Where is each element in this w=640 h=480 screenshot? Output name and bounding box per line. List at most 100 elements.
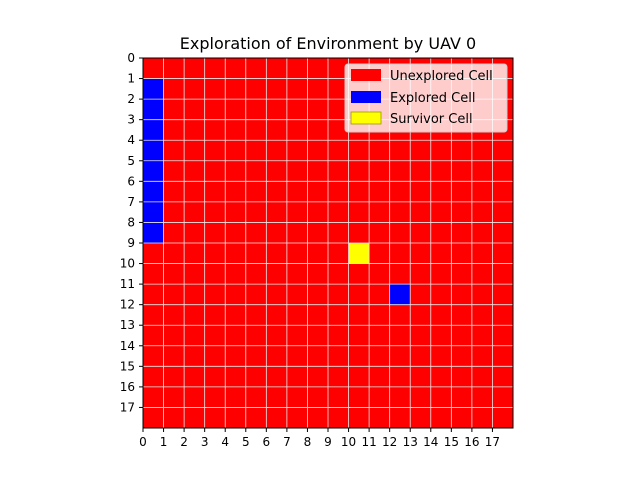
- cell-unexplored-14-17: [430, 407, 452, 429]
- cell-unexplored-11-16: [369, 386, 391, 408]
- x-tick-label: 10: [341, 435, 356, 449]
- cell-unexplored-11-13: [369, 325, 391, 347]
- cell-unexplored-3-4: [204, 140, 226, 162]
- cell-unexplored-2-10: [184, 263, 206, 285]
- cell-unexplored-1-16: [163, 386, 185, 408]
- cell-unexplored-16-14: [471, 345, 493, 367]
- cell-unexplored-11-8: [369, 222, 391, 244]
- x-tick-label: 6: [263, 435, 271, 449]
- x-tick-label: 4: [221, 435, 229, 449]
- cell-unexplored-3-6: [204, 181, 226, 203]
- cell-unexplored-1-4: [163, 140, 185, 162]
- cell-explored-0-5: [143, 160, 164, 182]
- cell-unexplored-6-5: [266, 160, 288, 182]
- y-tick-label: 16: [120, 380, 135, 394]
- cell-unexplored-17-14: [492, 345, 514, 367]
- cell-unexplored-0-10: [143, 263, 164, 285]
- cell-unexplored-10-7: [348, 201, 370, 223]
- cell-unexplored-4-0: [225, 58, 247, 79]
- x-tick-label: 0: [139, 435, 147, 449]
- cell-unexplored-4-2: [225, 99, 247, 121]
- x-axis-ticks: 0 1 2 3 4 5 6 7 8 9 10 11 12 13 14 15 16 17: [139, 428, 500, 449]
- x-tick-label: 16: [464, 435, 479, 449]
- cell-unexplored-3-3: [204, 119, 226, 141]
- cell-unexplored-13-8: [410, 222, 432, 244]
- cell-unexplored-1-7: [163, 201, 185, 223]
- cell-unexplored-5-5: [245, 160, 267, 182]
- cell-unexplored-15-15: [451, 366, 473, 388]
- cell-unexplored-17-8: [492, 222, 514, 244]
- cell-unexplored-3-5: [204, 160, 226, 182]
- x-tick-label: 14: [423, 435, 438, 449]
- cell-unexplored-8-5: [307, 160, 329, 182]
- cell-unexplored-6-7: [266, 201, 288, 223]
- cell-unexplored-3-9: [204, 243, 226, 264]
- cell-unexplored-15-11: [451, 284, 473, 306]
- cell-unexplored-10-11: [348, 284, 370, 306]
- cell-unexplored-6-0: [266, 58, 288, 79]
- cell-unexplored-4-3: [225, 119, 247, 141]
- cell-unexplored-17-9: [492, 243, 514, 264]
- cell-unexplored-8-0: [307, 58, 329, 79]
- cell-explored-0-1: [143, 78, 164, 100]
- cell-unexplored-6-6: [266, 181, 288, 203]
- cell-unexplored-5-9: [245, 243, 267, 264]
- cell-unexplored-6-1: [266, 78, 288, 100]
- cell-unexplored-11-15: [369, 366, 391, 388]
- legend-label-unexplored: Unexplored Cell: [390, 69, 493, 84]
- cell-unexplored-4-16: [225, 386, 247, 408]
- cell-unexplored-17-7: [492, 201, 514, 223]
- cell-unexplored-4-10: [225, 263, 247, 285]
- cell-unexplored-14-6: [430, 181, 452, 203]
- cell-unexplored-14-11: [430, 284, 452, 306]
- cell-unexplored-3-14: [204, 345, 226, 367]
- cell-unexplored-13-9: [410, 243, 432, 264]
- cell-unexplored-6-4: [266, 140, 288, 162]
- cell-unexplored-17-17: [492, 407, 514, 429]
- cell-unexplored-11-14: [369, 345, 391, 367]
- cell-unexplored-5-6: [245, 181, 267, 203]
- cell-unexplored-10-5: [348, 160, 370, 182]
- cell-unexplored-0-14: [143, 345, 164, 367]
- y-tick-label: 6: [127, 174, 135, 188]
- cell-unexplored-15-8: [451, 222, 473, 244]
- cell-unexplored-8-10: [307, 263, 329, 285]
- cell-unexplored-13-12: [410, 304, 432, 326]
- cell-unexplored-1-0: [163, 58, 185, 79]
- cell-unexplored-4-14: [225, 345, 247, 367]
- cell-unexplored-13-14: [410, 345, 432, 367]
- y-tick-label: 13: [120, 318, 135, 332]
- cell-unexplored-7-7: [286, 201, 308, 223]
- cell-unexplored-9-10: [328, 263, 349, 285]
- cell-unexplored-13-7: [410, 201, 432, 223]
- cell-unexplored-1-2: [163, 99, 185, 121]
- cell-unexplored-16-6: [471, 181, 493, 203]
- legend-label-survivor: Survivor Cell: [390, 112, 473, 127]
- cell-unexplored-7-17: [286, 407, 308, 429]
- cell-unexplored-4-4: [225, 140, 247, 162]
- cell-unexplored-11-17: [369, 407, 391, 429]
- cell-unexplored-12-6: [389, 181, 411, 203]
- y-tick-label: 1: [127, 72, 135, 86]
- y-tick-label: 8: [127, 215, 135, 229]
- cell-unexplored-16-5: [471, 160, 493, 182]
- cell-unexplored-3-8: [204, 222, 226, 244]
- cell-unexplored-12-16: [389, 386, 411, 408]
- cell-unexplored-4-6: [225, 181, 247, 203]
- cell-explored-12-11: [389, 284, 411, 306]
- cell-unexplored-3-1: [204, 78, 226, 100]
- cell-unexplored-2-12: [184, 304, 206, 326]
- cell-unexplored-8-4: [307, 140, 329, 162]
- y-tick-label: 0: [127, 51, 135, 65]
- cell-survivor-10-9: [348, 243, 370, 264]
- cell-unexplored-5-13: [245, 325, 267, 347]
- cell-unexplored-8-3: [307, 119, 329, 141]
- x-tick-label: 7: [283, 435, 291, 449]
- x-tick-label: 2: [180, 435, 188, 449]
- x-tick-label: 11: [361, 435, 376, 449]
- cell-unexplored-7-15: [286, 366, 308, 388]
- cell-unexplored-5-15: [245, 366, 267, 388]
- cell-unexplored-9-3: [328, 119, 349, 141]
- cell-unexplored-5-4: [245, 140, 267, 162]
- x-tick-label: 15: [444, 435, 459, 449]
